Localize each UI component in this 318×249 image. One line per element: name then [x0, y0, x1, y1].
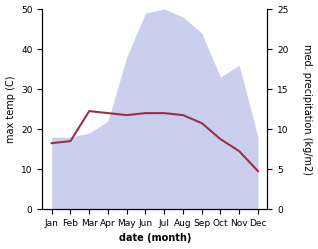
X-axis label: date (month): date (month)	[119, 234, 191, 244]
Y-axis label: max temp (C): max temp (C)	[5, 75, 16, 143]
Y-axis label: med. precipitation (kg/m2): med. precipitation (kg/m2)	[302, 44, 313, 175]
